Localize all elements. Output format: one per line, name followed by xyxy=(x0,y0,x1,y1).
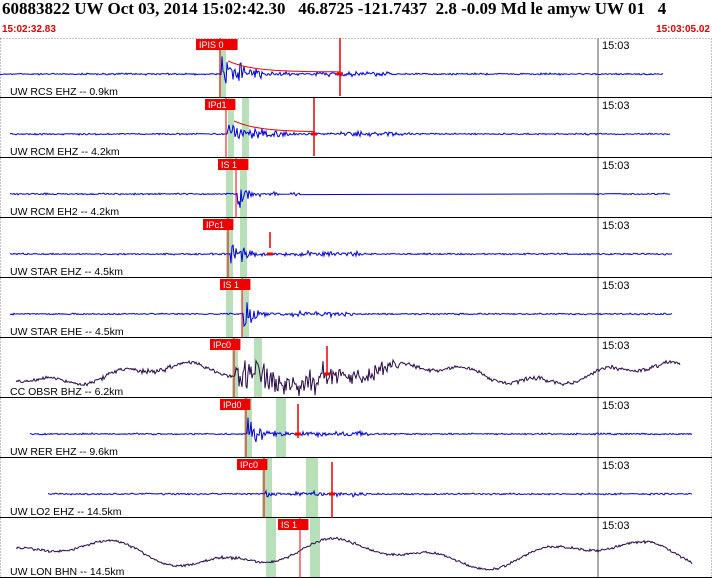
waveform-trace[interactable] xyxy=(15,358,681,397)
minute-time-label: 15:03 xyxy=(602,340,630,352)
phase-pick-box[interactable] xyxy=(218,159,249,170)
phase-pick-label: IPd1 xyxy=(208,100,227,110)
waveform-trace[interactable] xyxy=(15,536,693,571)
minute-time-label: 15:03 xyxy=(602,100,630,112)
window-start-time: 15:02:32.83 xyxy=(2,24,56,35)
station-channel-label: UW LON BHN -- 14.5km xyxy=(10,566,125,578)
phase-pick-label: IPd0 xyxy=(223,400,242,410)
waveform-trace[interactable] xyxy=(29,417,693,443)
window-end-time: 15:03:05.02 xyxy=(656,24,710,35)
waveform-trace[interactable] xyxy=(9,244,673,264)
minute-time-label: 15:03 xyxy=(602,460,630,472)
station-channel-label: UW LO2 EHZ -- 14.5km xyxy=(10,506,122,518)
minute-time-label: 15:03 xyxy=(602,400,630,412)
phase-pick-label: IPc0 xyxy=(240,460,258,470)
pick-window-shade xyxy=(240,158,247,218)
station-channel-label: UW RCM EH2 -- 4.2km xyxy=(10,206,119,218)
waveform-trace[interactable] xyxy=(9,302,673,328)
event-header: 60883822 UW Oct 03, 2014 15:02:42.30 46.… xyxy=(0,0,712,38)
pick-window-shade xyxy=(262,458,272,518)
pick-window-shade xyxy=(310,518,320,578)
minute-time-label: 15:03 xyxy=(602,160,630,172)
pick-window-shade xyxy=(306,458,318,518)
pick-window-shade xyxy=(226,158,233,218)
phase-pick-label: IS 1 xyxy=(223,280,239,290)
pick-window-shade xyxy=(242,98,249,158)
station-channel-label: UW RCS EHZ -- 0.9km xyxy=(10,86,118,98)
pick-window-shade xyxy=(232,338,238,398)
phase-pick-box[interactable] xyxy=(278,519,309,530)
phase-pick-box[interactable] xyxy=(196,39,238,50)
pick-window-shade xyxy=(226,278,233,338)
phase-pick-label: IPIS 0 xyxy=(199,40,224,50)
pick-window-shade xyxy=(244,398,252,458)
minute-time-label: 15:03 xyxy=(602,520,630,532)
trace-panel[interactable]: IPIS 0 15:03 UW RCS EHZ -- 0.9km IPd1 15:03 U… xyxy=(0,38,712,578)
phase-pick-box[interactable] xyxy=(203,219,234,230)
pick-window-shade xyxy=(228,98,234,158)
phase-pick-box[interactable] xyxy=(220,399,251,410)
phase-pick-box[interactable] xyxy=(237,459,268,470)
waveform-trace[interactable] xyxy=(47,489,693,498)
waveform-trace[interactable] xyxy=(9,124,671,140)
phase-pick-label: IPc1 xyxy=(206,220,224,230)
station-channel-label: UW RCM EHZ -- 4.2km xyxy=(10,146,120,158)
station-channel-label: UW STAR EHZ -- 4.5km xyxy=(10,266,123,278)
phase-pick-box[interactable] xyxy=(210,339,241,350)
station-channel-label: UW STAR EHE -- 4.5km xyxy=(10,326,124,338)
phase-pick-box[interactable] xyxy=(220,279,251,290)
pick-window-shade xyxy=(254,338,262,398)
phase-pick-box[interactable] xyxy=(205,99,236,110)
pick-window-shade xyxy=(276,398,286,458)
event-title: 60883822 UW Oct 03, 2014 15:02:42.30 46.… xyxy=(2,0,667,18)
coda-envelope xyxy=(233,120,315,133)
pick-window-shade xyxy=(242,278,249,338)
waveform-trace[interactable] xyxy=(9,189,671,208)
pick-window-shade xyxy=(266,518,276,578)
coda-envelope xyxy=(227,60,340,73)
pick-window-shade xyxy=(226,218,233,278)
minute-time-label: 15:03 xyxy=(602,280,630,292)
phase-pick-label: IS 1 xyxy=(281,520,297,530)
minute-time-label: 15:03 xyxy=(602,220,630,232)
phase-pick-label: IS 1 xyxy=(221,160,237,170)
station-channel-label: CC OBSR BHZ -- 6.2km xyxy=(10,386,123,398)
minute-time-label: 15:03 xyxy=(602,40,630,52)
station-channel-label: UW RER EHZ -- 9.6km xyxy=(10,446,118,458)
phase-pick-label: IPc0 xyxy=(213,340,231,350)
waveform-trace[interactable] xyxy=(0,56,664,84)
plot-frame xyxy=(0,38,712,578)
